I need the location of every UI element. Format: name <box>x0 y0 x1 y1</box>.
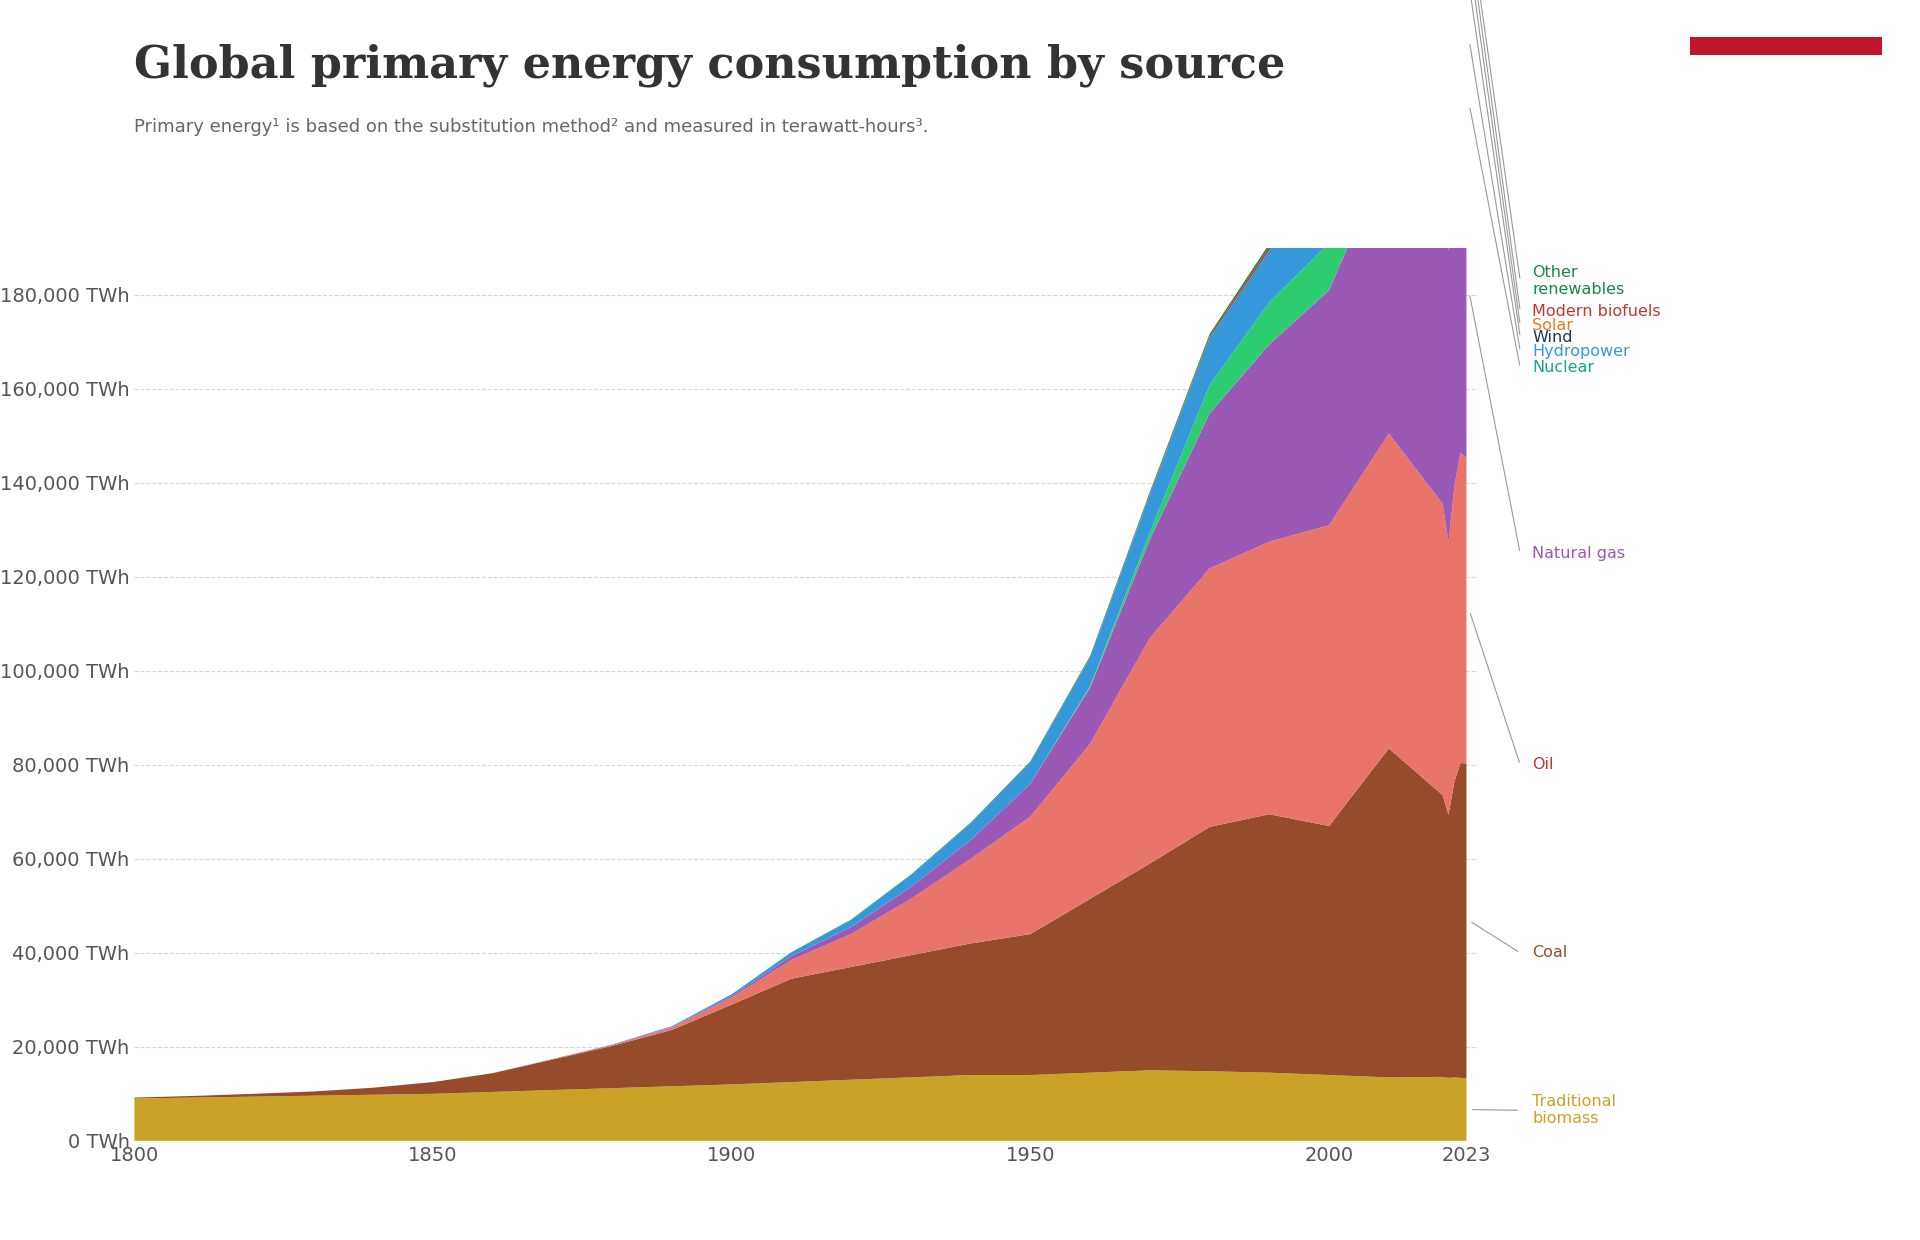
Text: Other
renewables: Other renewables <box>1532 264 1624 298</box>
Text: Our World
in Data: Our World in Data <box>1741 76 1830 108</box>
Bar <box>1690 37 1882 55</box>
Text: Wind: Wind <box>1532 330 1572 345</box>
Text: Nuclear: Nuclear <box>1532 361 1594 376</box>
Text: Hydropower: Hydropower <box>1532 343 1630 358</box>
Text: Modern biofuels: Modern biofuels <box>1532 304 1661 319</box>
Text: Oil: Oil <box>1532 758 1553 773</box>
Text: Traditional
biomass: Traditional biomass <box>1532 1094 1617 1126</box>
Text: Primary energy¹ is based on the substitution method² and measured in terawatt-ho: Primary energy¹ is based on the substitu… <box>134 118 929 136</box>
Text: Solar: Solar <box>1532 317 1572 334</box>
Text: Natural gas: Natural gas <box>1532 546 1626 560</box>
Text: Coal: Coal <box>1532 945 1567 960</box>
Text: Global primary energy consumption by source: Global primary energy consumption by sou… <box>134 43 1286 87</box>
